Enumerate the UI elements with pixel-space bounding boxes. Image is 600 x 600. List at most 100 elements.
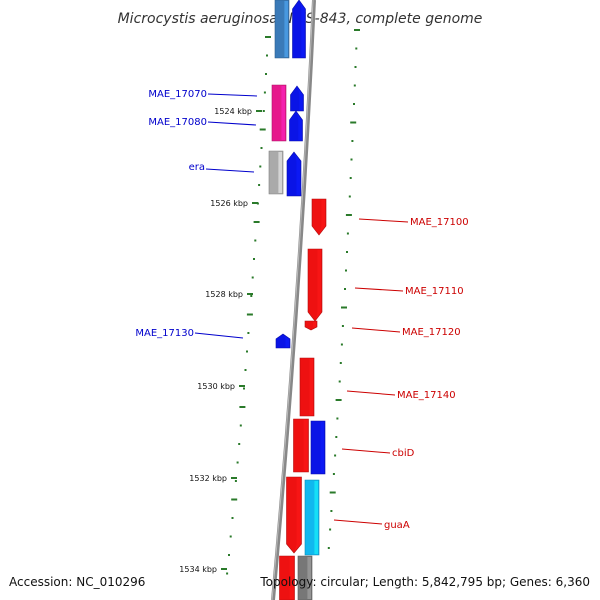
right-tick-mark: [346, 251, 348, 253]
gene-leader-line: [207, 93, 258, 97]
left-tick-mark: [228, 554, 230, 556]
left-tick-mark: [262, 110, 265, 112]
gene-feature: [290, 85, 304, 112]
gene-leader-line: [194, 332, 244, 339]
gene-leader-line: [358, 218, 409, 223]
left-tick-mark: [226, 572, 229, 575]
gene-feature: [299, 357, 315, 417]
right-tick-mark: [354, 29, 360, 31]
left-tick-mark: [263, 91, 266, 94]
gene-leader-line: [341, 448, 391, 454]
right-tick-mark: [335, 399, 342, 401]
left-tick-mark: [266, 54, 268, 57]
gene-feature: [279, 555, 295, 600]
position-tick: [239, 385, 245, 387]
left-tick-mark: [253, 258, 255, 260]
right-tick-mark: [339, 362, 342, 364]
right-tick-mark: [329, 491, 336, 494]
gene-label[interactable]: cbiD: [392, 448, 415, 459]
right-tick-mark: [345, 214, 352, 216]
left-tick-mark: [236, 461, 239, 464]
right-tick-mark: [349, 177, 352, 179]
gene-label[interactable]: MAE_17070: [148, 89, 207, 100]
gene-feature: [307, 248, 323, 322]
right-tick-mark: [327, 547, 330, 549]
gene-feature: [289, 110, 303, 142]
gene-label[interactable]: MAE_17120: [402, 327, 461, 338]
left-tick-mark: [250, 295, 253, 297]
position-label: 1534 kbp: [179, 565, 217, 574]
left-tick-mark: [238, 443, 241, 445]
gene-leader-line: [346, 390, 396, 396]
gene-label[interactable]: MAE_17080: [148, 117, 207, 128]
left-tick-mark: [260, 147, 263, 149]
genome-backbone-highlight: [271, 0, 314, 600]
gene-label[interactable]: guaA: [384, 520, 410, 531]
position-label: 1524 kbp: [214, 107, 252, 116]
gene-feature: [304, 479, 320, 556]
left-tick-mark: [246, 313, 253, 316]
gene-feature: [286, 151, 302, 197]
gene-feature: [275, 333, 291, 349]
gene-label[interactable]: MAE_17140: [397, 390, 456, 401]
left-tick-mark: [229, 535, 232, 538]
position-tick: [252, 202, 258, 204]
gene-feature: [304, 320, 318, 331]
left-tick-mark: [259, 165, 262, 168]
left-tick-mark: [231, 498, 238, 501]
gene-feature: [292, 0, 306, 59]
right-tick-mark: [355, 47, 358, 50]
left-tick-mark: [258, 184, 261, 186]
gene-feature: [274, 0, 290, 59]
left-tick-mark: [259, 128, 266, 131]
position-label: 1530 kbp: [197, 382, 235, 391]
left-tick-mark: [254, 239, 257, 242]
left-tick-mark: [247, 332, 250, 334]
right-tick-mark: [350, 158, 353, 161]
position-tick: [247, 293, 253, 295]
gene-leader-line: [207, 121, 257, 126]
gene-feature: [297, 555, 313, 600]
position-tick: [221, 568, 227, 570]
left-tick-mark: [265, 73, 267, 75]
left-tick-mark: [239, 406, 246, 408]
right-tick-mark: [341, 325, 344, 327]
left-tick-mark: [246, 350, 248, 353]
right-tick-mark: [353, 103, 355, 105]
right-tick-mark: [329, 528, 332, 531]
left-tick-mark: [251, 276, 254, 279]
right-tick-mark: [332, 473, 335, 475]
right-tick-mark: [345, 269, 347, 272]
gene-leader-line: [205, 168, 255, 173]
position-label: 1528 kbp: [205, 290, 243, 299]
right-tick-mark: [344, 288, 346, 290]
position-tick: [231, 477, 237, 479]
position-tick: [256, 110, 262, 112]
gene-label[interactable]: era: [189, 162, 205, 173]
gene-feature: [271, 84, 287, 142]
left-tick-mark: [243, 387, 245, 390]
right-tick-mark: [341, 306, 347, 309]
left-tick-mark: [234, 480, 237, 482]
right-tick-mark: [353, 84, 356, 87]
right-tick-mark: [351, 140, 354, 142]
accession-text: Accession: NC_010296: [9, 575, 146, 589]
left-tick-mark: [231, 517, 234, 519]
right-tick-mark: [346, 232, 349, 235]
gene-leader-line: [351, 327, 401, 333]
right-tick-mark: [336, 417, 339, 420]
genome-backbone: [271, 0, 316, 600]
position-label: 1526 kbp: [210, 199, 248, 208]
gene-leader-line: [354, 287, 404, 292]
gene-feature: [286, 476, 302, 554]
gene-feature: [310, 420, 326, 475]
right-tick-mark: [348, 195, 351, 198]
right-tick-mark: [330, 510, 333, 512]
gene-label[interactable]: MAE_17130: [135, 328, 194, 339]
gene-label[interactable]: MAE_17110: [405, 286, 464, 297]
gene-label[interactable]: MAE_17100: [410, 217, 469, 228]
left-tick-mark: [244, 369, 247, 371]
topology-text: Topology: circular; Length: 5,842,795 bp…: [260, 575, 590, 589]
left-tick-mark: [239, 424, 242, 427]
